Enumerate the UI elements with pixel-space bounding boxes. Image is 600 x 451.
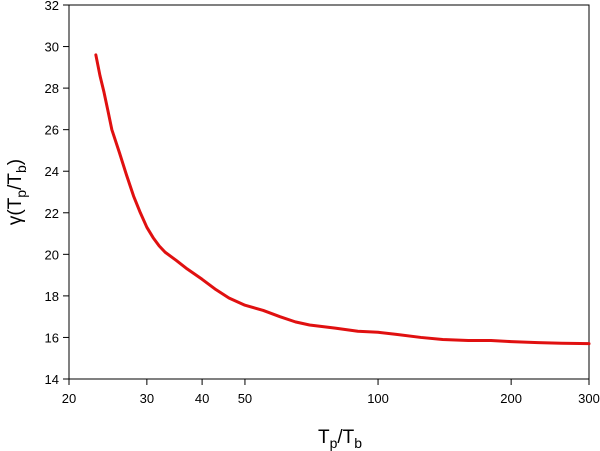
x-axis-ticks: 20 30 40 50 100 200 300	[62, 379, 600, 406]
x-tick-label: 30	[140, 391, 154, 406]
x-tick-label: 300	[578, 391, 600, 406]
x-axis-label: Tp/Tb	[318, 427, 362, 451]
plot-frame	[68, 4, 590, 380]
x-tick-label: 100	[367, 391, 389, 406]
series-line	[94, 53, 591, 346]
y-tick-label: 32	[45, 0, 59, 13]
y-tick-label: 14	[45, 372, 59, 387]
y-tick-label: 30	[45, 40, 59, 55]
y-tick-label: 22	[45, 206, 59, 221]
y-tick-label: 18	[45, 289, 59, 304]
y-tick-label: 24	[45, 164, 59, 179]
y-tick-label: 26	[45, 123, 59, 138]
x-tick-label: 200	[500, 391, 522, 406]
x-tick-label: 50	[238, 391, 252, 406]
y-tick-label: 20	[45, 247, 59, 262]
y-axis-label: γ(Tp/Tb)	[5, 159, 29, 225]
x-tick-label: 20	[62, 391, 76, 406]
y-tick-label: 16	[45, 330, 59, 345]
y-axis-ticks: 14 16 18 20 22 24 26 28 30 32	[45, 0, 69, 387]
x-tick-label: 40	[195, 391, 209, 406]
y-tick-label: 28	[45, 81, 59, 96]
